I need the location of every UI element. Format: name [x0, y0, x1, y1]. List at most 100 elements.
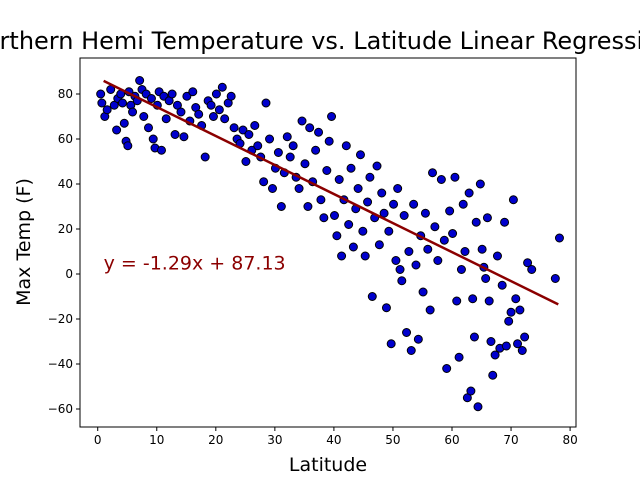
x-tick-label: 50 [385, 433, 400, 447]
data-point [527, 265, 537, 274]
x-tick-label: 10 [149, 433, 164, 447]
data-point [300, 159, 310, 169]
data-point [411, 260, 421, 270]
data-point [311, 145, 321, 155]
data-point [500, 217, 510, 227]
data-point [128, 107, 138, 117]
data-point [458, 199, 468, 209]
data-point [261, 98, 271, 108]
data-point [123, 141, 133, 151]
data-point [259, 177, 269, 187]
data-point [501, 341, 511, 351]
data-point [229, 123, 239, 133]
data-point [119, 118, 129, 128]
x-tick-label: 0 [94, 433, 102, 447]
data-point [386, 339, 396, 349]
x-tick-label: 70 [503, 433, 518, 447]
data-point [200, 152, 210, 162]
x-tick-label: 20 [208, 433, 223, 447]
x-tick-label: 60 [444, 433, 459, 447]
data-point [436, 175, 446, 184]
x-axis-label: Latitude [289, 454, 367, 476]
data-point [477, 244, 487, 254]
data-point [244, 130, 254, 139]
data-point [442, 364, 452, 373]
y-tick-label: 0 [65, 267, 73, 281]
y-tick-label: −20 [48, 312, 73, 326]
data-point [273, 148, 283, 157]
data-point [344, 220, 354, 229]
data-point [460, 247, 470, 256]
data-point [346, 163, 356, 173]
data-point [511, 294, 521, 304]
data-point [355, 150, 365, 160]
data-point [418, 287, 428, 297]
data-point [253, 141, 263, 151]
data-point [143, 123, 153, 133]
data-point [445, 206, 455, 216]
plot-area-frame [79, 57, 577, 428]
data-point [238, 125, 248, 135]
data-point [194, 109, 204, 119]
y-tick-label: 40 [58, 177, 73, 191]
data-point [176, 107, 186, 117]
data-point [341, 141, 351, 151]
data-point [148, 134, 158, 144]
data-point [319, 213, 329, 223]
regression-line [103, 79, 559, 306]
data-point [456, 265, 466, 274]
data-point [112, 125, 122, 135]
data-point [156, 145, 166, 155]
data-point [520, 332, 530, 342]
data-point [179, 132, 189, 142]
data-point [327, 112, 337, 121]
data-point [469, 332, 479, 342]
data-point [241, 157, 251, 166]
data-point [358, 226, 368, 236]
data-point [329, 211, 339, 220]
data-point [402, 328, 412, 337]
data-point [363, 197, 373, 207]
data-point [379, 208, 389, 218]
data-point [497, 280, 507, 290]
data-point [297, 116, 307, 126]
data-point [265, 134, 275, 144]
chart-title: Northern Hemi Temperature vs. Latitude L… [0, 27, 640, 55]
data-point [397, 276, 407, 286]
data-point [288, 141, 298, 151]
data-point [428, 168, 438, 178]
x-axis-ticks: 0 10 20 30 40 50 60 70 80 [94, 427, 578, 447]
data-point [377, 188, 387, 198]
data-point [490, 350, 500, 360]
y-tick-label: 60 [58, 132, 73, 146]
data-point [374, 240, 384, 250]
data-point [466, 386, 476, 396]
data-point [217, 82, 227, 92]
data-point [393, 184, 403, 193]
data-point [226, 91, 236, 101]
data-point [250, 121, 260, 130]
data-point [420, 208, 430, 218]
data-point [391, 256, 401, 265]
data-point [139, 112, 149, 121]
data-point [348, 242, 358, 252]
data-point [481, 274, 491, 283]
data-point [135, 76, 145, 85]
y-tick-label: −40 [48, 357, 73, 371]
points-layer [96, 76, 564, 412]
data-point [372, 161, 382, 171]
y-tick-label: −60 [48, 402, 73, 416]
data-point [486, 337, 496, 346]
data-point [517, 346, 527, 355]
data-point [102, 105, 112, 115]
data-point [468, 294, 478, 304]
data-point [220, 114, 230, 124]
data-point [214, 105, 224, 115]
data-point [182, 91, 192, 101]
data-point [324, 136, 334, 146]
data-point [475, 179, 485, 189]
data-point [513, 339, 523, 349]
data-point [381, 303, 391, 313]
data-point [406, 346, 416, 355]
data-point [118, 98, 128, 108]
